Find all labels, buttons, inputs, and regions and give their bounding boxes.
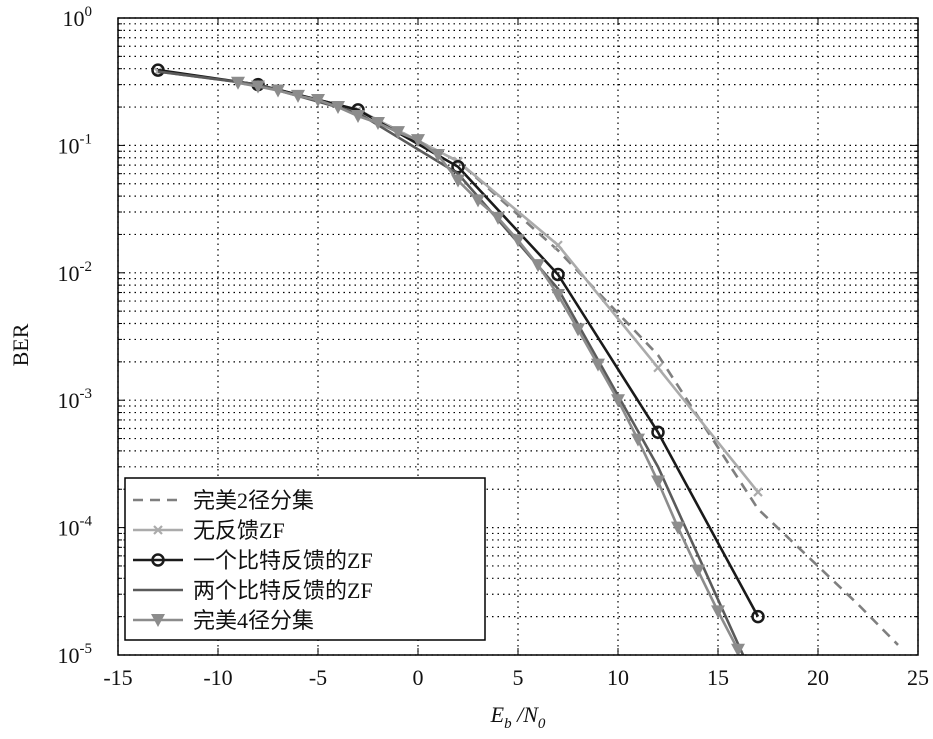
marker	[651, 425, 665, 440]
marker	[653, 362, 663, 373]
x-tick-label: 25	[907, 665, 929, 690]
marker	[391, 126, 405, 140]
marker	[431, 149, 445, 163]
marker	[651, 475, 665, 489]
y-tick-label: 10-3	[58, 386, 93, 413]
marker	[753, 487, 763, 497]
y-tick-exponent: 0	[85, 4, 93, 20]
marker	[551, 288, 565, 302]
legend-box	[124, 477, 486, 641]
y-axis-label: BER	[8, 323, 33, 366]
y-tick-base: 10	[58, 133, 80, 158]
y-tick-base: 10	[58, 643, 80, 668]
marker	[271, 84, 285, 98]
marker	[471, 194, 485, 208]
y-tick-exponent: -1	[80, 131, 93, 147]
plot-lines	[151, 63, 899, 655]
legend-label: 无反馈ZF	[193, 518, 285, 543]
x-tick-label: -10	[203, 665, 232, 690]
legend-label: 完美4径分集	[193, 608, 314, 633]
marker	[151, 63, 165, 77]
y-tick-label: 10-2	[58, 259, 93, 286]
marker	[311, 94, 325, 108]
marker	[711, 605, 725, 619]
y-tick-exponent: -5	[80, 641, 93, 657]
marker	[571, 323, 585, 337]
y-tick-base: 10	[58, 388, 80, 413]
x-label-subscript: b	[504, 716, 512, 732]
marker	[151, 553, 165, 567]
marker	[751, 609, 765, 624]
legend-label: 完美2径分集	[193, 488, 314, 513]
marker	[691, 564, 705, 578]
y-tick-exponent: -2	[80, 259, 93, 275]
marker	[731, 643, 745, 655]
series-line	[237, 81, 740, 651]
x-tick-label: -15	[103, 665, 132, 690]
marker	[611, 394, 625, 408]
marker	[331, 101, 345, 115]
marker	[231, 76, 245, 90]
legend-label: 两个比特反馈的ZF	[193, 578, 373, 603]
y-tick-label: 10-4	[58, 514, 93, 541]
x-tick-label: 15	[707, 665, 729, 690]
legend-label: 一个比特反馈的ZF	[193, 548, 373, 573]
y-tick-label: 100	[63, 4, 93, 31]
y-tick-base: 10	[58, 516, 80, 541]
x-tick-label: 10	[607, 665, 629, 690]
marker	[151, 614, 165, 627]
marker	[291, 89, 305, 103]
y-tick-label: 10-1	[58, 131, 93, 158]
y-tick-base: 10	[58, 261, 80, 286]
marker	[511, 234, 525, 248]
marker	[411, 134, 425, 148]
marker	[591, 358, 605, 372]
marker	[631, 433, 645, 447]
y-tick-base: 10	[63, 6, 85, 31]
y-tick-exponent: -4	[80, 514, 93, 530]
marker	[153, 525, 163, 535]
y-tick-label: 10-5	[58, 641, 93, 668]
marker	[531, 259, 545, 273]
marker	[371, 116, 385, 130]
y-tick-exponent: -3	[80, 386, 93, 402]
axes: -15 -10 -5 0 5 10 15 20 2510010-110-210-310-410-…	[58, 4, 930, 690]
marker	[491, 211, 505, 225]
series-line	[157, 70, 899, 646]
marker	[251, 80, 265, 94]
marker	[553, 240, 563, 250]
x-label-part: /N	[512, 702, 540, 727]
grid	[117, 17, 919, 656]
marker	[351, 110, 365, 124]
x-tick-label: 0	[413, 665, 424, 690]
x-tick-label: 5	[513, 665, 524, 690]
x-tick-label: 20	[807, 665, 829, 690]
marker	[551, 267, 565, 282]
marker	[451, 174, 465, 188]
x-axis-label: Eb /N0	[490, 702, 546, 732]
x-label-part: E	[490, 702, 505, 727]
x-label-subscript: 0	[538, 716, 546, 732]
x-tick-label: -5	[309, 665, 327, 690]
marker	[671, 521, 685, 535]
